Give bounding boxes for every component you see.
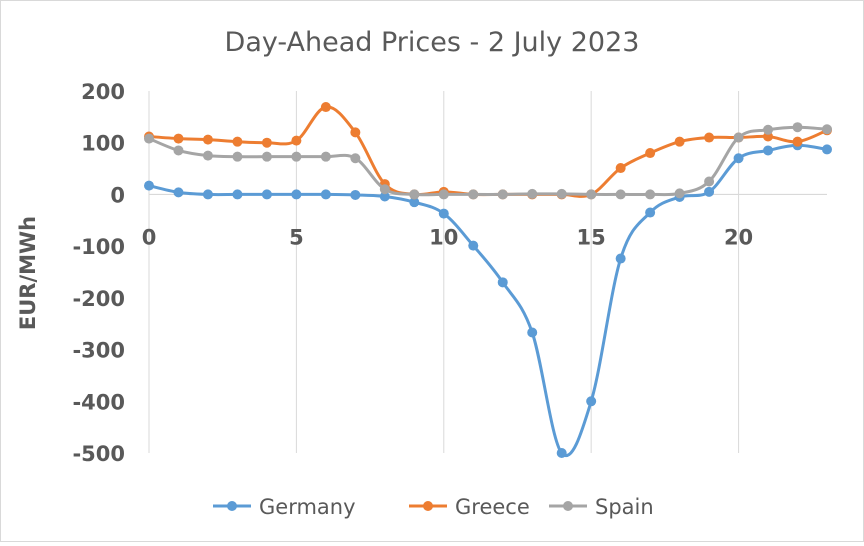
legend-swatch-marker [227, 501, 237, 511]
y-tick-label: -400 [72, 390, 125, 414]
data-point [202, 134, 213, 145]
data-point [261, 151, 272, 162]
data-point [527, 327, 538, 338]
data-point [379, 191, 390, 202]
data-point [645, 148, 656, 159]
data-point [232, 151, 243, 162]
legend-label: Spain [595, 495, 654, 519]
data-point [615, 253, 626, 264]
legend-label: Germany [259, 495, 356, 519]
data-point [261, 137, 272, 148]
data-point [144, 133, 154, 144]
data-point [556, 448, 567, 458]
legend-item-spain: Spain [549, 495, 654, 519]
x-tick-label: 10 [429, 225, 458, 249]
y-tick-label: -200 [72, 287, 125, 311]
data-point [674, 188, 685, 199]
data-point [409, 189, 420, 200]
y-tick-label: -500 [72, 442, 125, 466]
y-tick-label: -300 [72, 339, 125, 363]
data-point [763, 124, 774, 135]
data-point [674, 136, 685, 147]
data-point [586, 396, 597, 407]
data-point [822, 144, 832, 155]
data-point [822, 124, 832, 135]
data-point [320, 151, 331, 162]
data-point [173, 133, 184, 144]
data-point [704, 132, 715, 143]
data-point [438, 208, 449, 219]
data-point [556, 188, 567, 199]
data-point [733, 132, 744, 143]
data-point [704, 176, 715, 187]
data-point [291, 135, 302, 146]
data-point [202, 189, 213, 200]
data-point [733, 153, 744, 164]
data-point [586, 189, 597, 200]
x-tick-label: 5 [289, 225, 304, 249]
data-point [173, 187, 184, 198]
data-point [320, 189, 331, 200]
data-point [792, 136, 803, 147]
x-tick-label: 15 [577, 225, 606, 249]
y-tick-label: -100 [72, 235, 125, 259]
data-point [320, 102, 331, 113]
y-axis-label: EUR/MWh [16, 216, 40, 330]
data-point [379, 184, 390, 195]
data-point [704, 186, 715, 197]
series-line [147, 105, 829, 198]
series-germany [144, 140, 832, 458]
data-point [645, 189, 656, 200]
data-point [497, 189, 508, 200]
x-tick-label: 20 [724, 225, 753, 249]
data-point [792, 122, 803, 133]
data-point [261, 189, 272, 200]
series-lines [144, 102, 832, 458]
data-point [527, 188, 538, 199]
data-point [468, 189, 479, 200]
data-point [350, 127, 361, 138]
data-point [497, 277, 508, 288]
y-tick-label: 100 [81, 132, 125, 156]
data-point [763, 145, 774, 156]
legend-swatch-marker [563, 501, 573, 511]
series-spain [144, 122, 832, 200]
data-point [144, 180, 154, 191]
legend: Germany Greece Spain [213, 495, 654, 519]
y-tick-label: 200 [81, 80, 125, 104]
data-point [291, 151, 302, 162]
data-point [645, 207, 656, 218]
data-point [202, 150, 213, 161]
chart-title: Day-Ahead Prices - 2 July 2023 [225, 27, 640, 58]
data-point [173, 145, 184, 156]
data-point [468, 240, 479, 251]
legend-label: Greece [455, 495, 530, 519]
x-tick-label: 0 [142, 225, 157, 249]
legend-item-greece: Greece [409, 495, 530, 519]
data-point [409, 197, 420, 208]
data-point [232, 189, 243, 200]
legend-swatch-marker [423, 501, 433, 511]
y-tick-label: 0 [110, 183, 125, 207]
data-point [350, 153, 361, 164]
data-point [615, 163, 626, 174]
series-line [147, 143, 829, 457]
gridlines [148, 91, 740, 453]
data-point [291, 189, 302, 200]
data-point [615, 189, 626, 200]
legend-item-germany: Germany [213, 495, 356, 519]
data-point [438, 189, 449, 200]
data-point [350, 189, 361, 200]
data-point [232, 136, 243, 147]
